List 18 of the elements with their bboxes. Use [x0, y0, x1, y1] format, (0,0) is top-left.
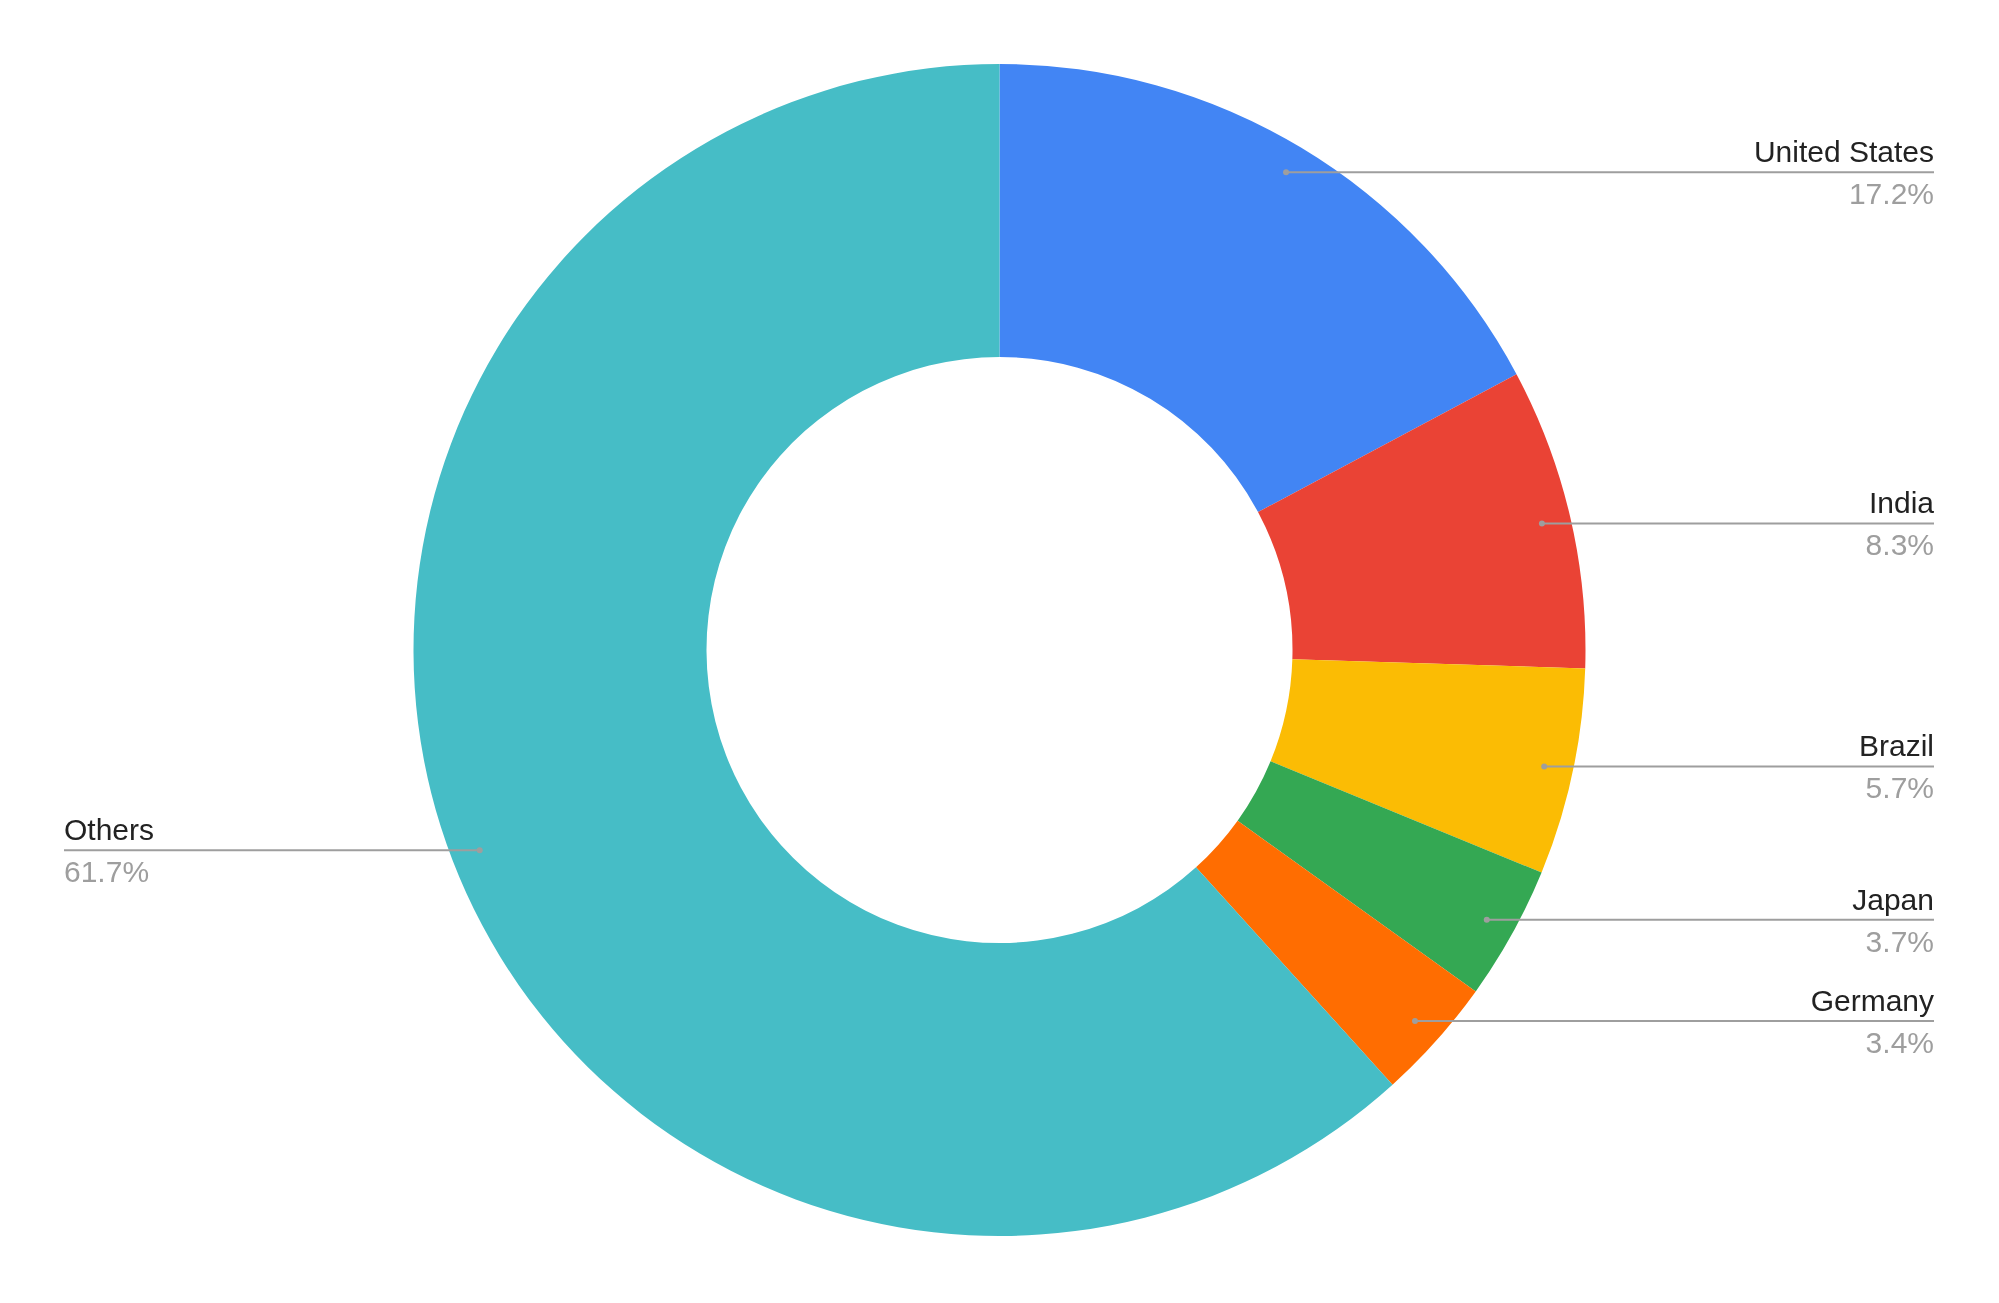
donut-slice: [1237, 761, 1542, 992]
slice-label: India: [1868, 486, 1935, 520]
data-label: 5.7%: [1865, 771, 1934, 805]
data-label: 8.3%: [1865, 528, 1934, 562]
slice-label: Japan: [1852, 882, 1934, 916]
donut-slice: [1258, 374, 1586, 669]
slice-label: Germany: [1810, 983, 1934, 1017]
donut-slice: [1196, 820, 1476, 1085]
data-label: 3.7%: [1865, 924, 1934, 958]
data-label: 3.4%: [1865, 1025, 1934, 1059]
slice-label: Brazil: [1858, 729, 1934, 763]
slice-label: United States: [1753, 135, 1934, 169]
data-label: 17.2%: [1848, 177, 1934, 211]
slice-label: Others: [64, 813, 155, 847]
data-label: 61.7%: [64, 855, 150, 889]
donut-slice: [413, 64, 1393, 1236]
donut-slice: [1270, 659, 1586, 873]
donut-slice: [999, 64, 1517, 513]
